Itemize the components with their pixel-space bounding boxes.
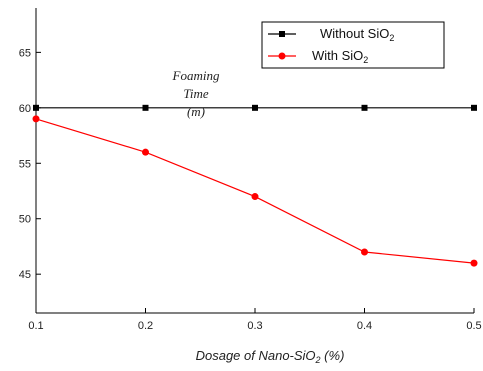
annotation-line-1: Foaming [172,68,220,83]
legend-label-with: With SiO2 [312,48,368,65]
data-point [142,148,149,156]
legend-marker-without [279,31,285,37]
legend: Without SiO2 With SiO2 [261,21,445,69]
x-axis-title: Dosage of Nano-SiO2 (%) [196,348,345,365]
x-tick-label: 0.5 [466,320,481,332]
data-point [470,259,478,267]
series-layer [32,104,478,267]
data-point [361,104,368,111]
data-point [471,104,477,111]
ticks: 0.1 0.2 0.3 0.4 0.5 45 50 55 60 65 [19,47,482,332]
legend-label-without: Without SiO2 [320,26,394,43]
annotation-line-2: Time [183,86,209,101]
data-point [252,104,258,111]
y-tick-label: 65 [19,47,31,59]
data-point [33,104,39,111]
y-tick-label: 60 [19,103,31,115]
x-tick-label: 0.3 [247,320,262,332]
y-tick-label: 45 [19,269,31,281]
legend-marker-with [278,52,286,60]
x-tick-label: 0.4 [357,320,372,332]
y-tick-label: 50 [19,214,31,226]
series-line-1 [35,118,475,264]
data-point [142,104,149,111]
data-point [251,193,259,201]
annotation-line-3: (m) [187,104,205,119]
legend-box [261,21,445,69]
x-tick-label: 0.2 [138,320,153,332]
y-tick-label: 55 [19,158,31,170]
data-point [32,115,40,123]
x-tick-label: 0.1 [28,320,43,332]
data-point [361,248,368,256]
